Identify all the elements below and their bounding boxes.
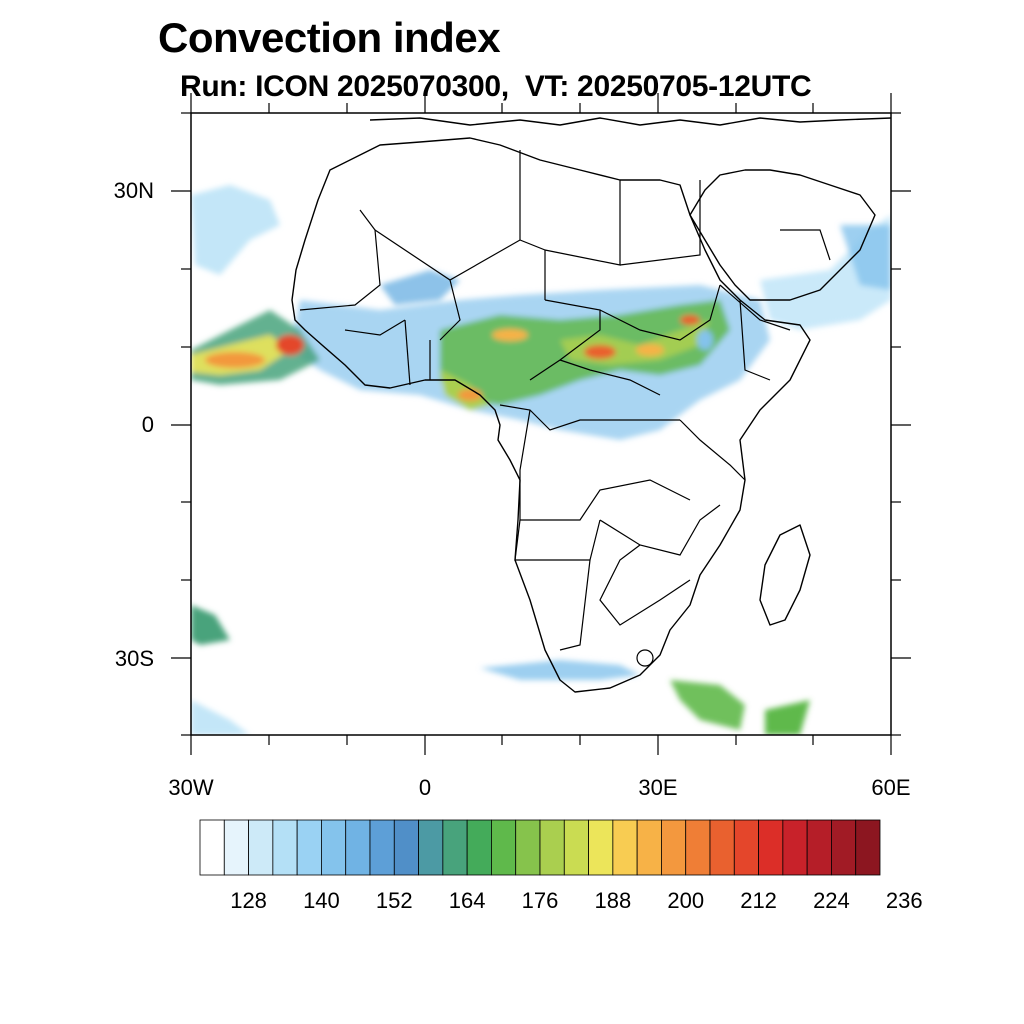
lon-label-0: 0 (418, 775, 432, 800)
map-frame (190, 112, 892, 736)
colorbar-label: 188 (594, 888, 632, 913)
colorbar-swatch (855, 819, 881, 876)
map-subtitle: Run: ICON 2025070300, VT: 20250705-12UTC (180, 70, 812, 103)
colorbar-swatch (369, 819, 395, 876)
colorbar-label: 212 (740, 888, 777, 913)
colorbar-label: 176 (521, 888, 559, 913)
colorbar-swatch (321, 819, 347, 876)
lon-label-30e: 30E (638, 775, 678, 800)
colorbar-swatch (491, 819, 517, 876)
colorbar-swatch (782, 819, 808, 876)
colorbar-swatch (661, 819, 687, 876)
colorbar-label: 236 (885, 888, 923, 913)
colorbar-swatch (831, 819, 857, 876)
colorbar-label: 164 (448, 888, 486, 913)
lat-label-0: 0 (141, 412, 154, 437)
colorbar-label: 128 (230, 888, 267, 913)
colorbar-swatch (199, 819, 225, 876)
colorbar-label: 224 (813, 888, 850, 913)
colorbar-swatch (685, 819, 711, 876)
colorbar-swatch (223, 819, 249, 876)
colorbar-swatch (248, 819, 274, 876)
colorbar-swatch (563, 819, 589, 876)
lon-label-30w: 30W (168, 775, 214, 800)
colorbar-swatch (272, 819, 298, 876)
colorbar-swatch (806, 819, 832, 876)
colorbar-swatch (466, 819, 492, 876)
convection-field (191, 185, 891, 735)
country-borders (299, 150, 831, 667)
map-title: Convection index (158, 14, 501, 61)
colorbar-swatch (612, 819, 638, 876)
colorbar-swatch (709, 819, 735, 876)
colorbar-swatch (758, 819, 784, 876)
colorbar-label: 140 (303, 888, 340, 913)
colorbar-swatch (345, 819, 371, 876)
colorbar-swatch (539, 819, 565, 876)
lon-label-60e: 60E (871, 775, 911, 800)
colorbar-swatch (296, 819, 322, 876)
colorbar-swatch (588, 819, 614, 876)
colorbar-swatch (515, 819, 541, 876)
colorbar-swatch (442, 819, 468, 876)
coastlines (291, 117, 891, 693)
colorbar-swatch (393, 819, 419, 876)
colorbar-label: 152 (375, 888, 413, 913)
lat-label-30n: 30N (113, 178, 154, 203)
colorbar-label: 200 (667, 888, 705, 913)
colorbar-swatch (418, 819, 444, 876)
axis-ticks (171, 93, 911, 755)
colorbar-swatch (733, 819, 759, 876)
colorbar (199, 819, 881, 876)
lat-label-30s: 30S (114, 646, 154, 671)
colorbar-swatch (636, 819, 662, 876)
